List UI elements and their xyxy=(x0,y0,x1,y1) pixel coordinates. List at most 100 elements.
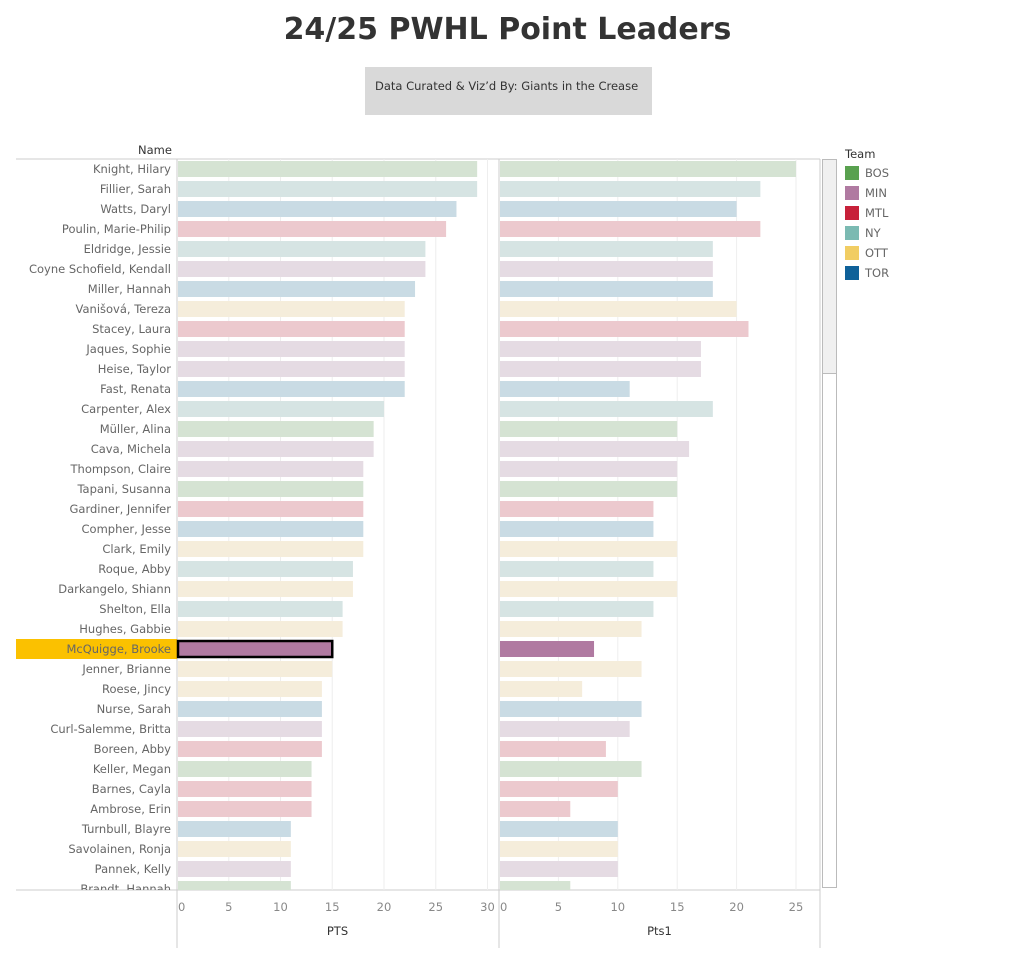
bar-pts[interactable] xyxy=(178,381,405,397)
table-row[interactable]: Thompson, Claire xyxy=(70,461,678,477)
table-row[interactable]: Fillier, Sarah xyxy=(100,181,761,197)
bar-pts[interactable] xyxy=(178,721,322,737)
bar-pts1[interactable] xyxy=(500,421,678,437)
bar-pts1[interactable] xyxy=(500,241,713,257)
table-row[interactable]: Nurse, Sarah xyxy=(97,701,642,717)
bar-pts1[interactable] xyxy=(500,481,678,497)
bar-pts[interactable] xyxy=(178,741,322,757)
bar-pts[interactable] xyxy=(178,581,353,597)
bar-pts1[interactable] xyxy=(500,861,618,877)
table-row[interactable]: Miller, Hannah xyxy=(88,281,713,297)
bar-pts1[interactable] xyxy=(500,761,642,777)
table-row[interactable]: Jenner, Brianne xyxy=(81,661,642,677)
bar-pts[interactable] xyxy=(178,241,426,257)
table-row[interactable]: Tapani, Susanna xyxy=(76,481,678,497)
bar-pts[interactable] xyxy=(178,661,333,677)
bar-pts[interactable] xyxy=(178,621,343,637)
bar-pts1[interactable] xyxy=(500,281,713,297)
bar-pts[interactable] xyxy=(178,341,405,357)
bar-pts[interactable] xyxy=(178,301,405,317)
bar-pts[interactable] xyxy=(178,681,322,697)
bar-pts1[interactable] xyxy=(500,561,654,577)
table-row[interactable]: Clark, Emily xyxy=(102,541,678,557)
table-row[interactable]: Pannek, Kelly xyxy=(95,861,618,877)
table-row[interactable]: Poulin, Marie-Philip xyxy=(62,221,761,237)
table-row[interactable]: Carpenter, Alex xyxy=(81,401,713,417)
table-row[interactable]: Ambrose, Erin xyxy=(90,801,571,817)
table-row[interactable]: Cava, Michela xyxy=(91,441,690,457)
table-row[interactable]: Fast, Renata xyxy=(100,381,630,397)
legend-item-ny[interactable]: NY xyxy=(845,223,889,243)
table-row[interactable]: Knight, Hilary xyxy=(93,161,796,177)
bar-pts1[interactable] xyxy=(500,881,571,897)
bar-pts1[interactable] xyxy=(500,401,713,417)
bar-pts1[interactable] xyxy=(500,701,642,717)
bar-pts1[interactable] xyxy=(500,681,583,697)
bar-pts[interactable] xyxy=(178,761,312,777)
bar-pts[interactable] xyxy=(178,861,291,877)
legend-item-mtl[interactable]: MTL xyxy=(845,203,889,223)
bar-pts1[interactable] xyxy=(500,641,595,657)
table-row[interactable]: Eldridge, Jessie xyxy=(84,241,713,257)
bar-pts1[interactable] xyxy=(500,301,737,317)
bar-pts1[interactable] xyxy=(500,521,654,537)
bar-pts1[interactable] xyxy=(500,441,690,457)
table-row[interactable]: Brandt, Hannah xyxy=(80,881,571,897)
bar-pts1[interactable] xyxy=(500,841,618,857)
bar-pts1[interactable] xyxy=(500,261,713,277)
bar-pts[interactable] xyxy=(176,639,334,659)
bar-pts[interactable] xyxy=(178,181,478,197)
bar-pts1[interactable] xyxy=(500,341,701,357)
bar-pts1[interactable] xyxy=(500,221,761,237)
bar-pts1[interactable] xyxy=(500,581,678,597)
bar-pts[interactable] xyxy=(178,521,364,537)
bar-pts1[interactable] xyxy=(500,601,654,617)
legend-item-bos[interactable]: BOS xyxy=(845,163,889,183)
bar-pts1[interactable] xyxy=(500,621,642,637)
legend-item-ott[interactable]: OTT xyxy=(845,243,889,263)
table-row[interactable]: Stacey, Laura xyxy=(92,321,749,337)
bar-pts1[interactable] xyxy=(500,381,630,397)
vertical-scrollbar[interactable] xyxy=(822,159,837,888)
table-row[interactable]: Roque, Abby xyxy=(98,561,654,577)
bar-pts[interactable] xyxy=(178,321,405,337)
bar-pts[interactable] xyxy=(178,701,322,717)
bar-pts[interactable] xyxy=(178,201,457,217)
bar-pts[interactable] xyxy=(178,781,312,797)
bar-pts[interactable] xyxy=(178,421,374,437)
bar-pts1[interactable] xyxy=(500,201,737,217)
bar-pts[interactable] xyxy=(178,481,364,497)
table-row[interactable]: Gardiner, Jennifer xyxy=(70,501,654,517)
bar-pts[interactable] xyxy=(178,461,364,477)
table-row[interactable]: Keller, Megan xyxy=(93,761,642,777)
table-row[interactable]: Vanišová, Tereza xyxy=(76,301,737,317)
bar-pts[interactable] xyxy=(178,601,343,617)
bar-pts[interactable] xyxy=(178,501,364,517)
bar-pts1[interactable] xyxy=(500,541,678,557)
bar-pts[interactable] xyxy=(178,361,405,377)
table-row[interactable]: Roese, Jincy xyxy=(102,681,583,697)
bar-pts1[interactable] xyxy=(500,821,618,837)
bar-pts1[interactable] xyxy=(500,781,618,797)
bar-pts1[interactable] xyxy=(500,721,630,737)
table-row[interactable]: Turnbull, Blayre xyxy=(81,821,618,837)
bar-pts[interactable] xyxy=(178,841,291,857)
table-row[interactable]: Boreen, Abby xyxy=(94,741,606,757)
table-row[interactable]: Hughes, Gabbie xyxy=(79,621,642,637)
bar-pts1[interactable] xyxy=(500,661,642,677)
bar-pts1[interactable] xyxy=(500,181,761,197)
legend-item-tor[interactable]: TOR xyxy=(845,263,889,283)
bar-pts[interactable] xyxy=(178,401,384,417)
table-row[interactable]: Müller, Alina xyxy=(100,421,678,437)
bar-pts[interactable] xyxy=(178,561,353,577)
bar-pts[interactable] xyxy=(178,221,447,237)
table-row[interactable]: Jaques, Sophie xyxy=(85,341,701,357)
table-row[interactable]: Barnes, Cayla xyxy=(92,781,618,797)
bar-pts1[interactable] xyxy=(500,321,749,337)
bar-pts1[interactable] xyxy=(500,801,571,817)
table-row[interactable]: Watts, Daryl xyxy=(100,201,737,217)
bar-pts[interactable] xyxy=(178,261,426,277)
table-row[interactable]: McQuigge, Brooke xyxy=(16,639,595,659)
bar-pts1[interactable] xyxy=(500,501,654,517)
bar-pts[interactable] xyxy=(178,881,291,897)
